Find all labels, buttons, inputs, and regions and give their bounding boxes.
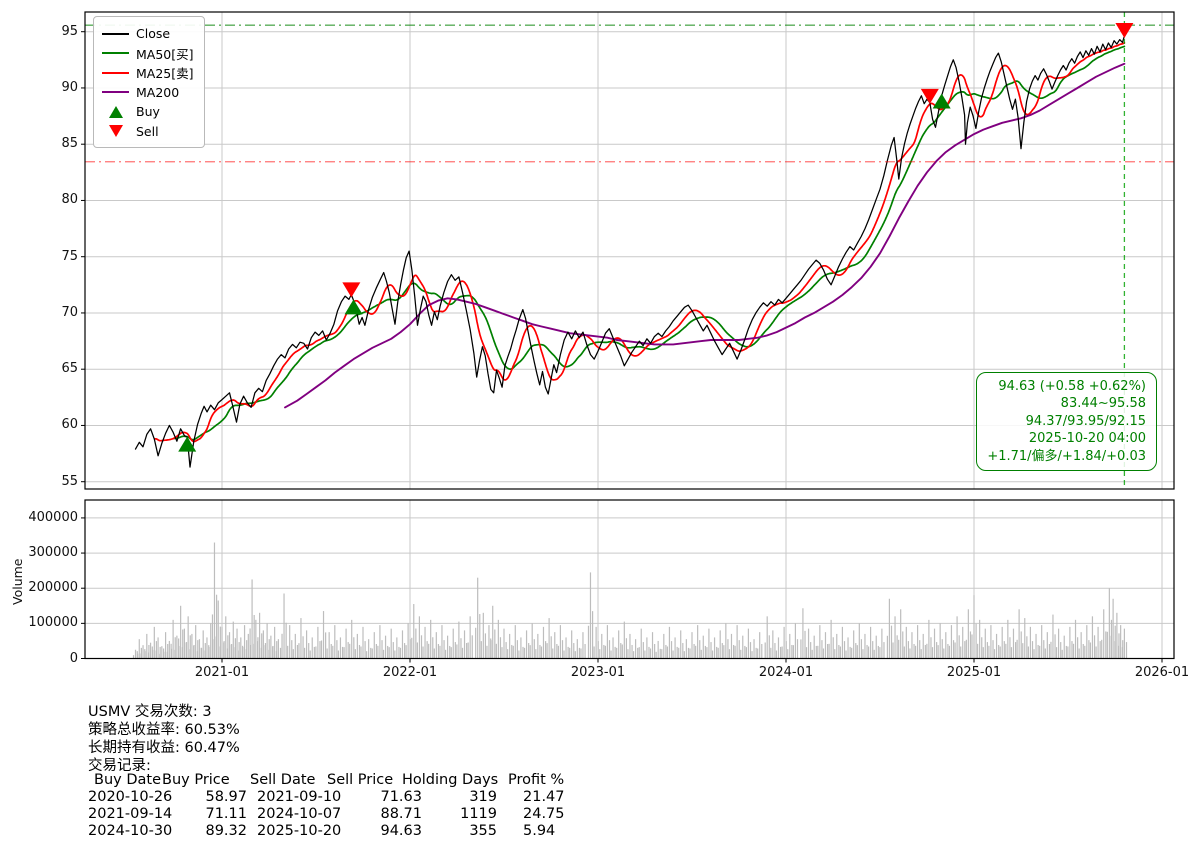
price-tick-label: 95 xyxy=(61,23,78,39)
footer-text: Buy Date xyxy=(94,772,161,788)
footer-text: 355 xyxy=(469,823,497,839)
price-tick-label: 75 xyxy=(61,248,78,264)
footer-text: 58.97 xyxy=(205,789,247,805)
footer-text: Buy Price xyxy=(162,772,230,788)
sell-triangle-icon xyxy=(102,125,129,138)
volume-axis-label: Volume xyxy=(10,558,25,606)
buy-marker xyxy=(932,93,951,109)
volume-tick-label: 200000 xyxy=(28,580,78,596)
annotation-line: 2025-10-20 04:00 xyxy=(1028,431,1146,447)
date-tick-label: 2026-01 xyxy=(1134,665,1190,680)
footer-text: 策略总收益率: 60.53% xyxy=(88,722,240,738)
date-tick-label: 2021-01 xyxy=(194,665,250,680)
footer-text: 21.47 xyxy=(523,789,565,805)
quote-annotation: 94.63 (+0.58 +0.62%) 83.44~95.58 94.37/93.… xyxy=(976,372,1157,472)
date-tick-label: 2025-01 xyxy=(946,665,1002,680)
legend-label: Sell xyxy=(136,123,159,139)
footer-text: 2021-09-10 xyxy=(257,789,342,805)
sell-marker xyxy=(342,282,361,298)
chart-legend: Close MA50[买] MA25[卖] MA200 Buy Sell xyxy=(93,16,205,148)
sell-marker xyxy=(920,88,939,104)
footer-text: 5.94 xyxy=(523,823,556,839)
footer-text: 89.32 xyxy=(205,823,247,839)
legend-line-swatch xyxy=(102,52,129,55)
legend-label: MA200 xyxy=(136,84,180,100)
price-tick-label: 70 xyxy=(61,304,78,320)
sell-marker xyxy=(1115,23,1134,39)
annotation-line: 83.44~95.58 xyxy=(1060,396,1146,412)
footer-text: 1119 xyxy=(460,806,497,822)
legend-label: Close xyxy=(136,26,171,42)
buy-triangle-icon xyxy=(102,105,129,118)
footer-text: 2025-10-20 xyxy=(257,823,342,839)
footer-text: 88.71 xyxy=(380,806,422,822)
footer-text: USMV 交易次数: 3 xyxy=(88,704,212,720)
legend-item: MA25[卖] xyxy=(102,63,194,83)
volume-tick-label: 400000 xyxy=(28,509,78,525)
legend-label: MA25[卖] xyxy=(136,66,194,82)
footer-text: 24.75 xyxy=(523,806,565,822)
footer-text: Holding Days xyxy=(402,772,499,788)
price-tick-label: 60 xyxy=(61,417,78,433)
footer-text: 319 xyxy=(469,789,497,805)
footer-text: Sell Date xyxy=(250,772,316,788)
price-tick-label: 85 xyxy=(61,136,78,152)
footer-text: Sell Price xyxy=(327,772,394,788)
legend-line-swatch xyxy=(102,71,129,74)
legend-item: MA50[买] xyxy=(102,44,194,64)
buy-marker xyxy=(178,436,197,452)
footer-text: 长期持有收益: 60.47% xyxy=(88,740,240,756)
volume-tick-label: 300000 xyxy=(28,545,78,561)
footer-text: 2024-10-30 xyxy=(88,823,173,839)
footer-text: Profit % xyxy=(508,772,565,788)
price-tick-label: 80 xyxy=(61,192,78,208)
legend-line-swatch xyxy=(102,91,129,94)
legend-label: Buy xyxy=(136,104,160,120)
buy-marker xyxy=(344,299,363,315)
footer-text: 2021-09-14 xyxy=(88,806,173,822)
price-tick-label: 55 xyxy=(61,473,78,489)
annotation-line: 94.37/93.95/92.15 xyxy=(1025,413,1146,429)
legend-item: MA200 xyxy=(102,83,194,103)
date-tick-label: 2023-01 xyxy=(570,665,626,680)
legend-line-swatch xyxy=(102,32,129,35)
legend-item: Sell xyxy=(102,122,194,142)
price-tick-label: 65 xyxy=(61,361,78,377)
date-tick-label: 2022-01 xyxy=(382,665,438,680)
legend-item: Close xyxy=(102,24,194,44)
annotation-line: 94.63 (+0.58 +0.62%) xyxy=(998,379,1146,394)
volume-tick-label: 100000 xyxy=(28,615,78,631)
price-tick-label: 90 xyxy=(61,79,78,95)
legend-label: MA50[买] xyxy=(136,46,194,62)
volume-tick-label: 0 xyxy=(69,650,78,666)
footer-text: 94.63 xyxy=(380,823,422,839)
footer-text: 71.63 xyxy=(380,789,422,805)
annotation-line: +1.71/偏多/+1.84/+0.03 xyxy=(987,448,1146,464)
footer-text: 71.11 xyxy=(205,806,247,822)
date-tick-label: 2024-01 xyxy=(758,665,814,680)
footer-text: 2024-10-07 xyxy=(257,806,342,822)
footer-text: 交易记录: xyxy=(88,758,151,774)
legend-item: Buy xyxy=(102,102,194,122)
footer-text: 2020-10-26 xyxy=(88,789,173,805)
